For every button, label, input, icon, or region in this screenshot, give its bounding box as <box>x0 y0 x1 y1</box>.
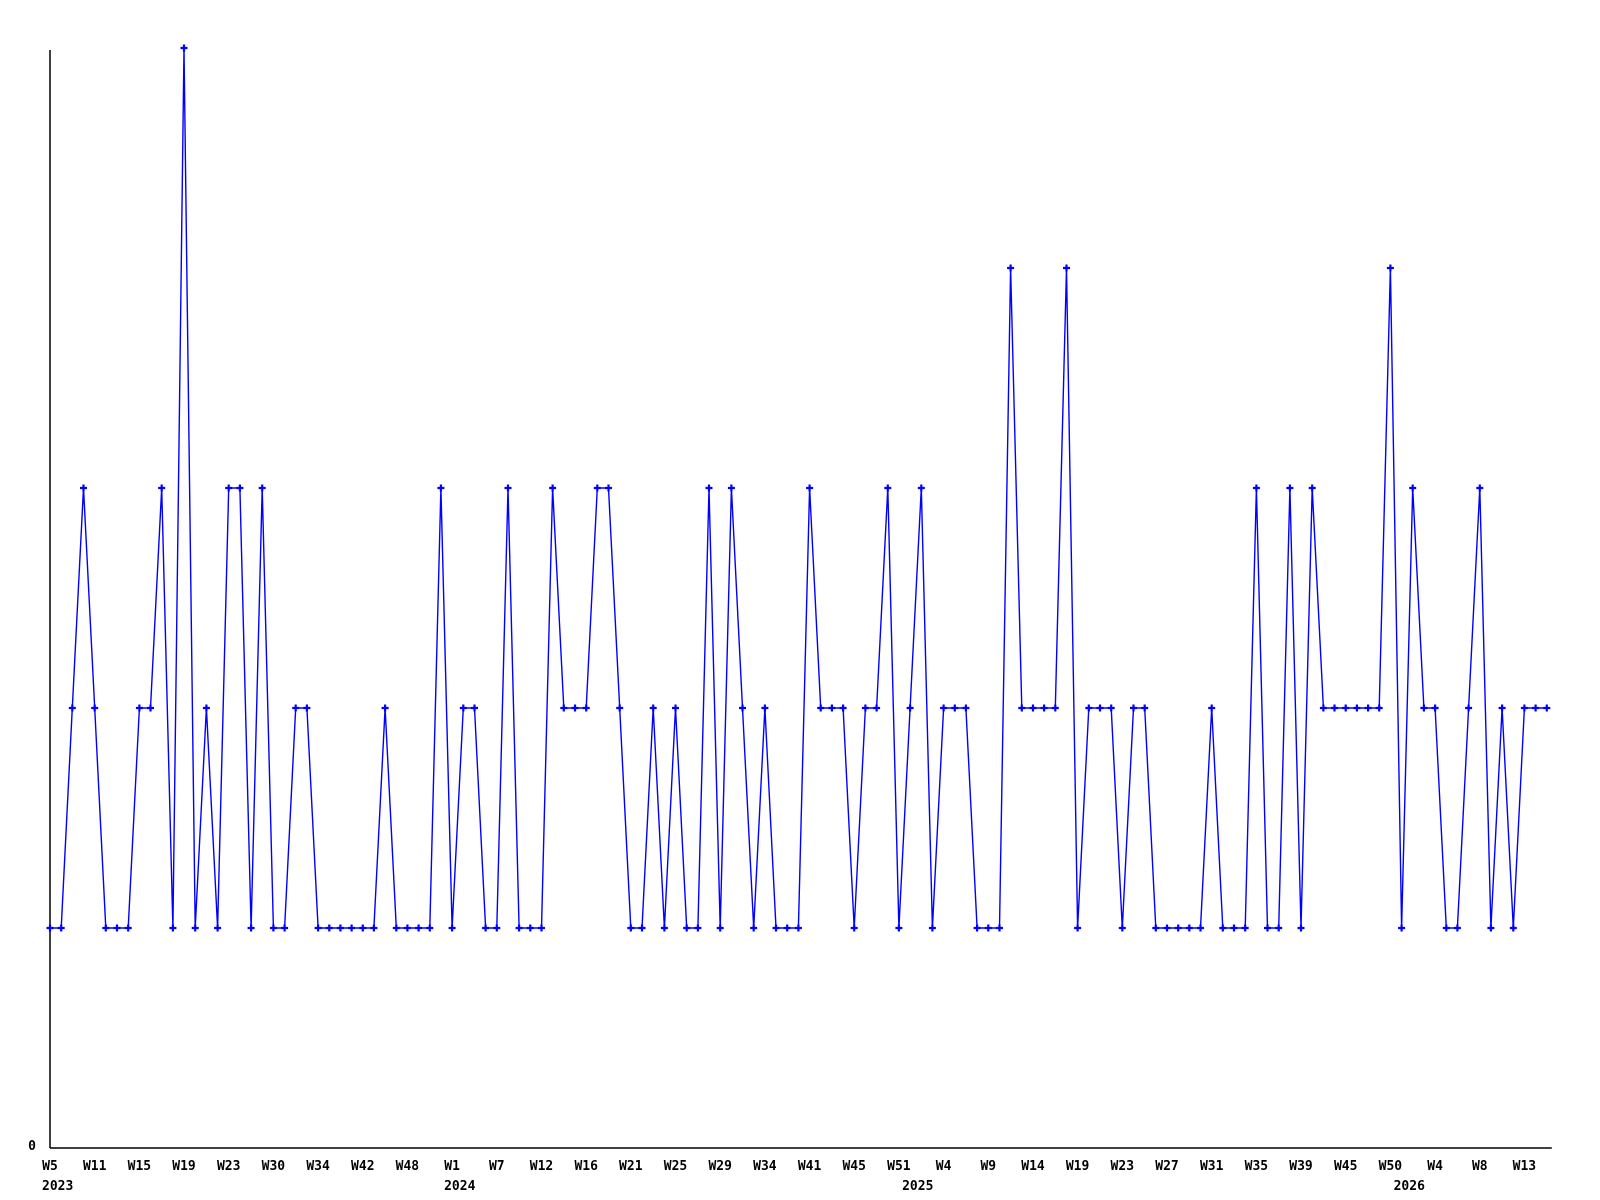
x-tick-label: W7 <box>489 1159 505 1174</box>
x-tick-label: W15 <box>128 1159 151 1174</box>
x-tick-label: W19 <box>1066 1159 1089 1174</box>
x-tick-label: W51 <box>887 1159 911 1174</box>
year-label: 2025 <box>902 1179 933 1194</box>
x-tick-label: W34 <box>306 1159 330 1174</box>
x-tick-label: W41 <box>798 1159 822 1174</box>
year-label: 2024 <box>444 1179 475 1194</box>
x-tick-label: W4 <box>936 1159 952 1174</box>
data-point-markers <box>46 44 1551 932</box>
x-tick-label: W27 <box>1155 1159 1178 1174</box>
x-tick-label: W9 <box>980 1159 996 1174</box>
x-tick-label: W4 <box>1427 1159 1443 1174</box>
x-tick-label: W19 <box>172 1159 195 1174</box>
x-tick-label: W45 <box>1334 1159 1357 1174</box>
y-axis-origin-label: 0 <box>28 1139 36 1154</box>
data-line <box>50 47 1547 929</box>
x-tick-label: W13 <box>1513 1159 1536 1174</box>
x-tick-label: W30 <box>262 1159 286 1174</box>
x-tick-label: W29 <box>708 1159 731 1174</box>
x-tick-label: W25 <box>664 1159 687 1174</box>
x-tick-label: W5 <box>42 1159 58 1174</box>
x-tick-label: W14 <box>1021 1159 1045 1174</box>
x-tick-label: W23 <box>217 1159 240 1174</box>
x-tick-label: W11 <box>83 1159 107 1174</box>
year-label: 2023 <box>42 1179 73 1194</box>
x-tick-label: W39 <box>1289 1159 1312 1174</box>
x-tick-label: W34 <box>753 1159 777 1174</box>
year-label: 2026 <box>1394 1179 1425 1194</box>
x-tick-label: W45 <box>842 1159 865 1174</box>
x-tick-label: W35 <box>1245 1159 1268 1174</box>
x-tick-label: W21 <box>619 1159 643 1174</box>
x-tick-label: W31 <box>1200 1159 1224 1174</box>
x-tick-label: W12 <box>530 1159 553 1174</box>
x-tick-label: W16 <box>574 1159 598 1174</box>
x-tick-label: W23 <box>1111 1159 1134 1174</box>
x-tick-label: W1 <box>444 1159 460 1174</box>
x-tick-label: W8 <box>1472 1159 1488 1174</box>
x-tick-label: W42 <box>351 1159 374 1174</box>
x-tick-label: W50 <box>1379 1159 1403 1174</box>
x-tick-label: W48 <box>396 1159 420 1174</box>
